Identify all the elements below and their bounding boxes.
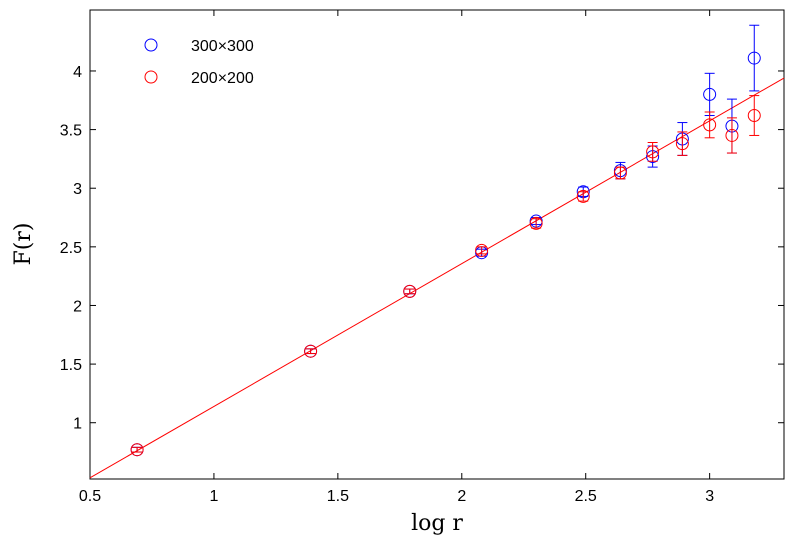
data-point [725, 128, 739, 142]
legend-marker [144, 70, 158, 84]
x-axis-label: log r [411, 511, 463, 536]
series-group [130, 24, 761, 457]
data-point [675, 137, 689, 151]
y-axis-label: F(r) [11, 223, 36, 266]
data-point [576, 189, 590, 203]
legend-label: 200×200 [191, 70, 254, 87]
data-point [703, 87, 717, 101]
y-tick-label: 1 [73, 416, 82, 433]
y-tick-label: 3 [73, 181, 82, 198]
data-point [403, 284, 417, 298]
y-tick-label: 4 [73, 64, 82, 81]
y-axis-ticks: 1 1.5 2 2.5 3 3.5 4 [60, 64, 784, 433]
x-tick-label: 2 [457, 488, 466, 505]
x-tick-label: 1 [209, 488, 218, 505]
data-point [304, 344, 318, 358]
series-0 [130, 24, 761, 457]
series-1 [130, 95, 761, 457]
y-tick-label: 2.5 [60, 240, 82, 257]
x-tick-label: 1.5 [327, 488, 349, 505]
fit-line-group [89, 77, 785, 479]
data-point [475, 243, 489, 257]
y-tick-label: 3.5 [60, 123, 82, 140]
data-point [703, 118, 717, 132]
data-point [130, 443, 144, 457]
legend: 300×300 200×200 [144, 38, 254, 87]
y-tick-label: 2 [73, 298, 82, 315]
x-tick-label: 2.5 [575, 488, 597, 505]
x-axis-ticks: 0.5 1 1.5 2 2.5 3 [79, 10, 714, 505]
x-tick-label: 0.5 [79, 488, 101, 505]
legend-label: 300×300 [191, 38, 254, 55]
y-tick-label: 1.5 [60, 357, 82, 374]
data-point [747, 109, 761, 123]
legend-marker [144, 38, 158, 52]
plot-frame [89, 9, 785, 480]
x-tick-label: 3 [705, 488, 714, 505]
data-point [646, 145, 660, 159]
fit-line [89, 77, 785, 479]
data-point [613, 166, 627, 180]
data-point [747, 51, 761, 65]
data-point [529, 216, 543, 230]
